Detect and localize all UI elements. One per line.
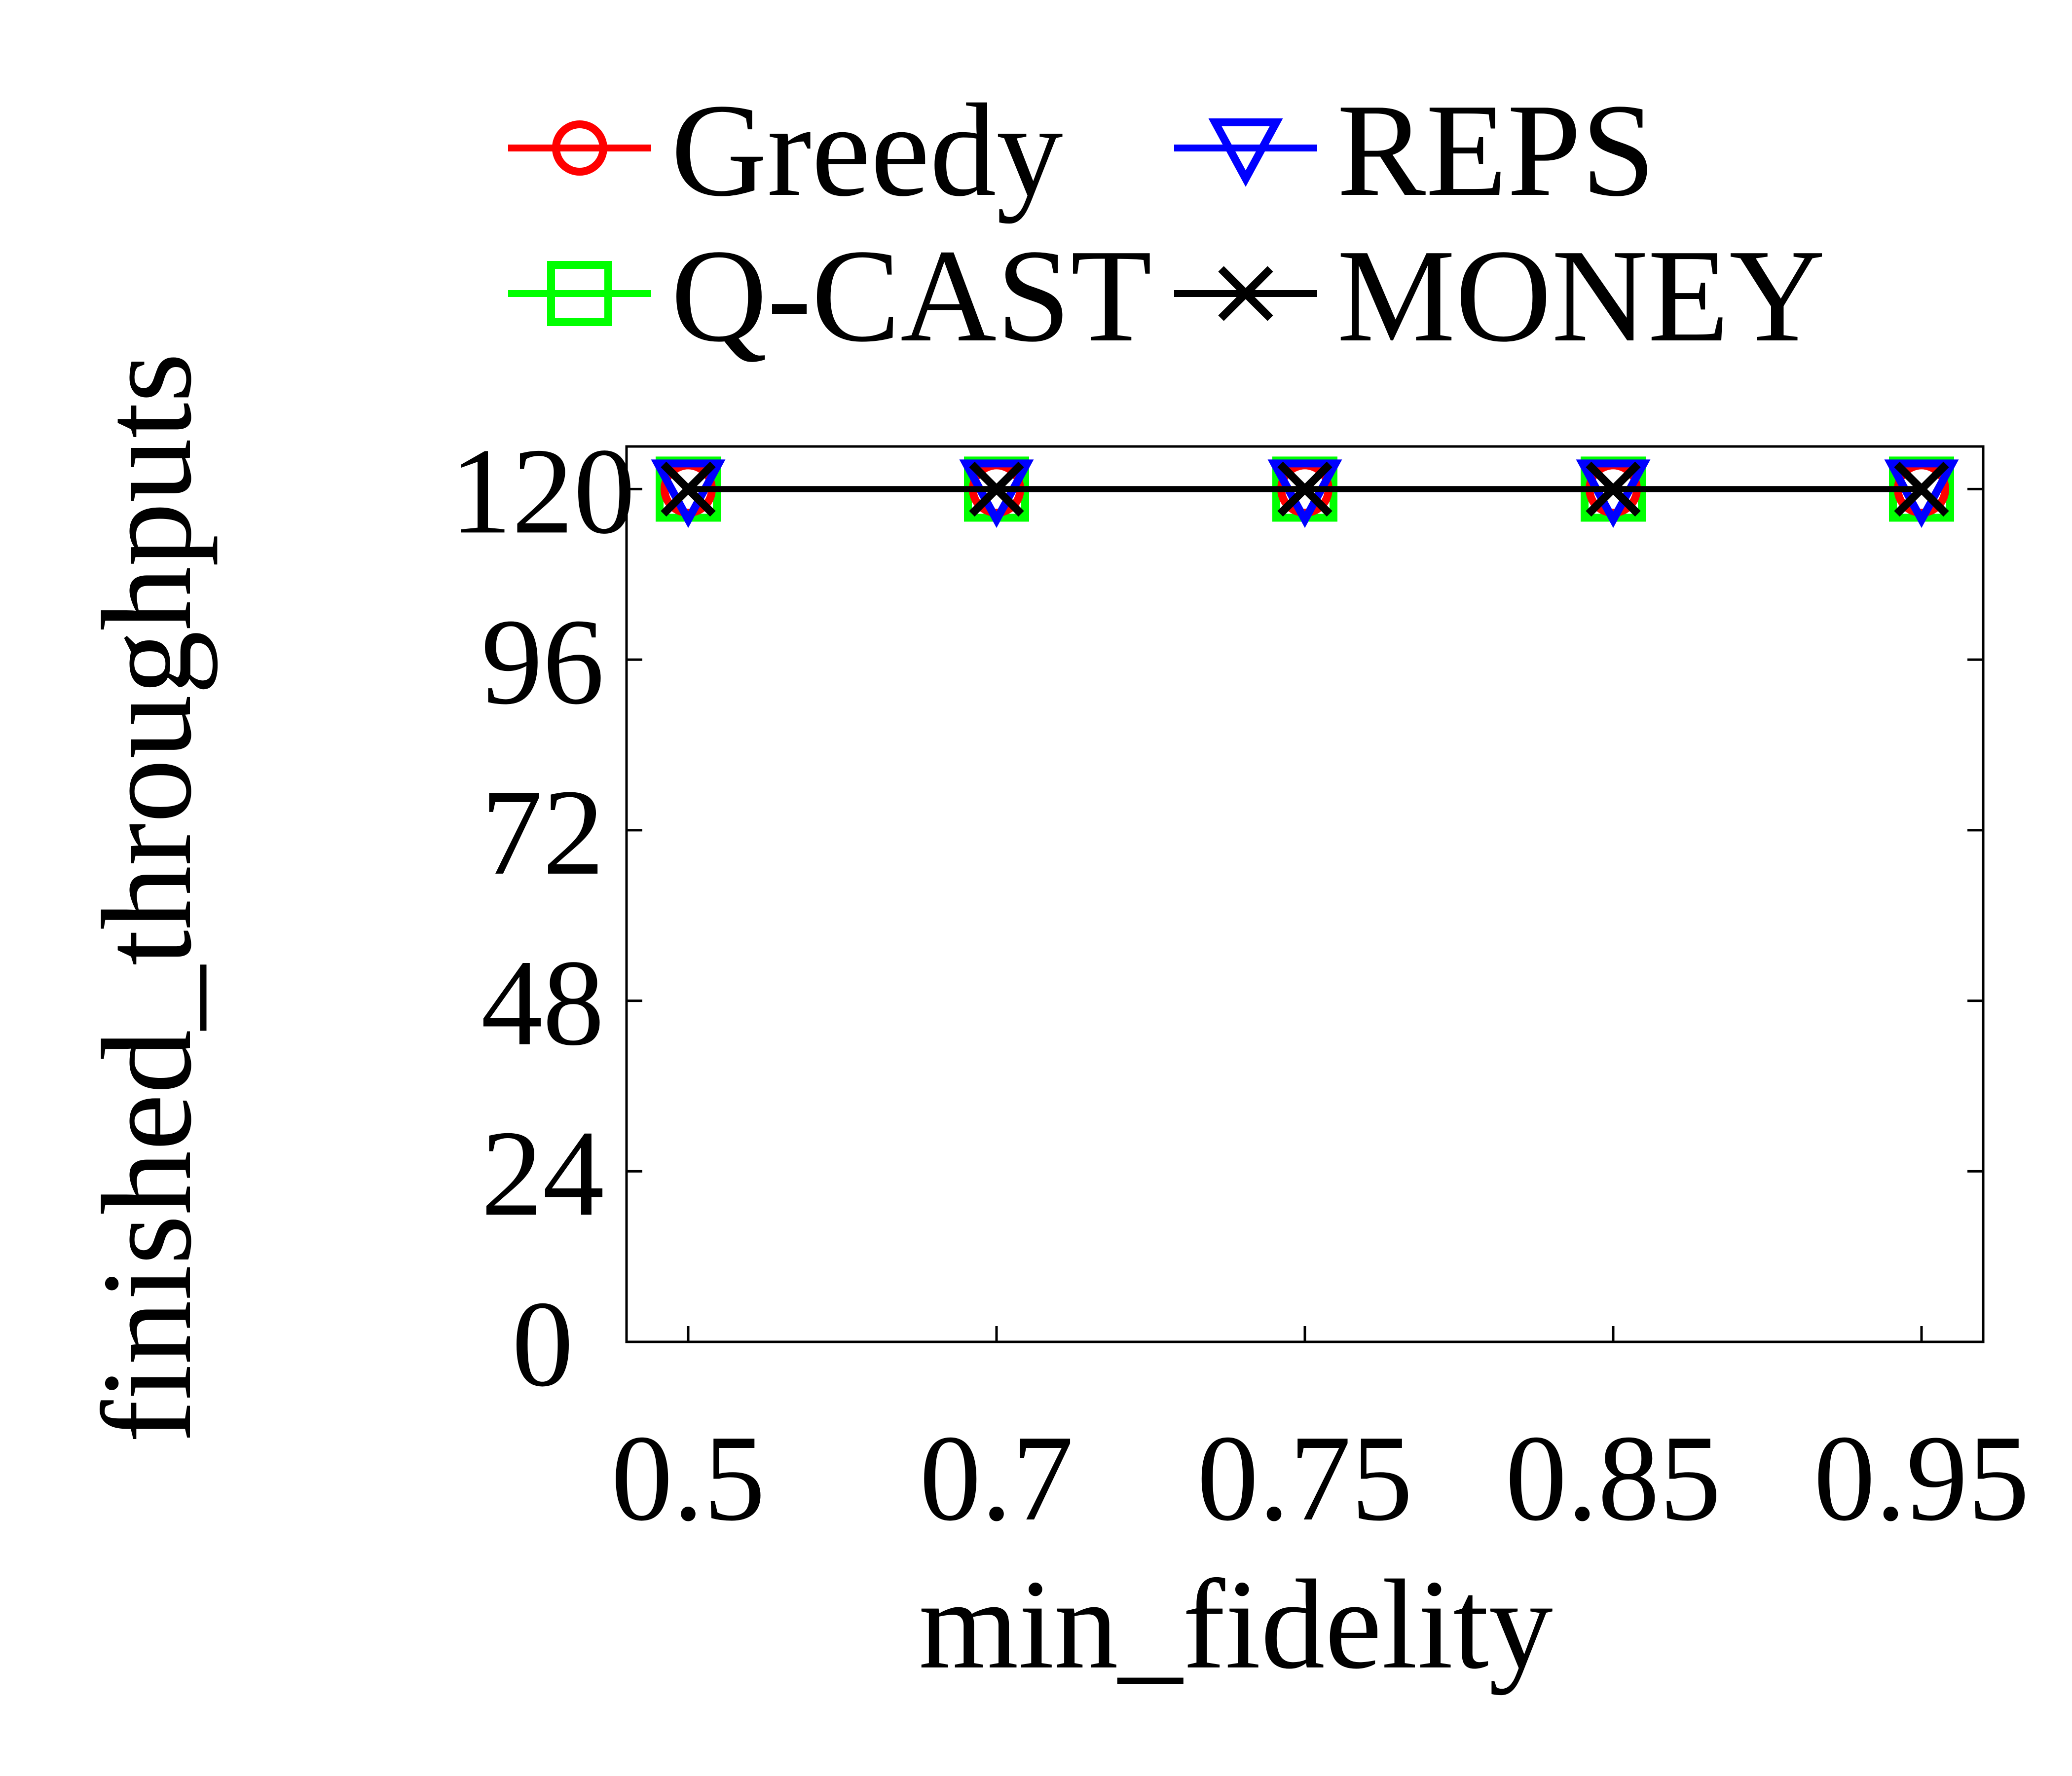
data-point-money (969, 461, 1024, 517)
legend-label: REPS (1337, 76, 1655, 224)
x-tick-label: 0.7 (920, 1410, 1074, 1547)
legend: Greedy REPS Q-CAST MONEY (508, 76, 1825, 370)
legend-label: Greedy (671, 76, 1063, 224)
x-tick-label: 0.5 (611, 1410, 766, 1547)
legend-marker-reps (1208, 118, 1283, 187)
legend-item-reps: REPS (1174, 76, 1655, 224)
y-tick-label: 72 (481, 764, 604, 901)
y-tick-label: 24 (481, 1105, 604, 1242)
y-axis: 0 24 48 72 96 120 (450, 423, 1983, 1412)
x-tick-label: 0.95 (1813, 1410, 2030, 1547)
data-point-money (661, 461, 716, 517)
y-tick-label: 48 (481, 935, 604, 1072)
x-tick-label: 0.85 (1505, 1410, 1721, 1547)
series-money (661, 461, 1949, 517)
legend-item-money: MONEY (1174, 222, 1825, 370)
data-point-money (1277, 461, 1332, 517)
data-point-money (1894, 461, 1949, 517)
y-axis-label: finished_throughputs (76, 353, 218, 1443)
legend-marker-greedy (552, 120, 607, 176)
legend-label: Q-CAST (671, 222, 1152, 370)
legend-label: MONEY (1337, 222, 1825, 370)
plot-area (625, 445, 1985, 1343)
y-tick-label: 0 (512, 1276, 574, 1412)
legend-marker-money (1218, 266, 1273, 321)
legend-item-q-cast: Q-CAST (508, 222, 1152, 370)
x-axis: 0.5 0.7 0.75 0.85 0.95 (611, 1326, 2030, 1547)
x-tick-label: 0.75 (1197, 1410, 1413, 1547)
data-point-money (1586, 461, 1641, 517)
x-axis-label: min_fidelity (919, 1554, 1553, 1696)
legend-marker-q-cast (547, 261, 612, 326)
y-tick-label: 96 (481, 593, 604, 730)
legend-item-greedy: Greedy (508, 76, 1063, 224)
y-tick-label: 120 (450, 423, 635, 559)
